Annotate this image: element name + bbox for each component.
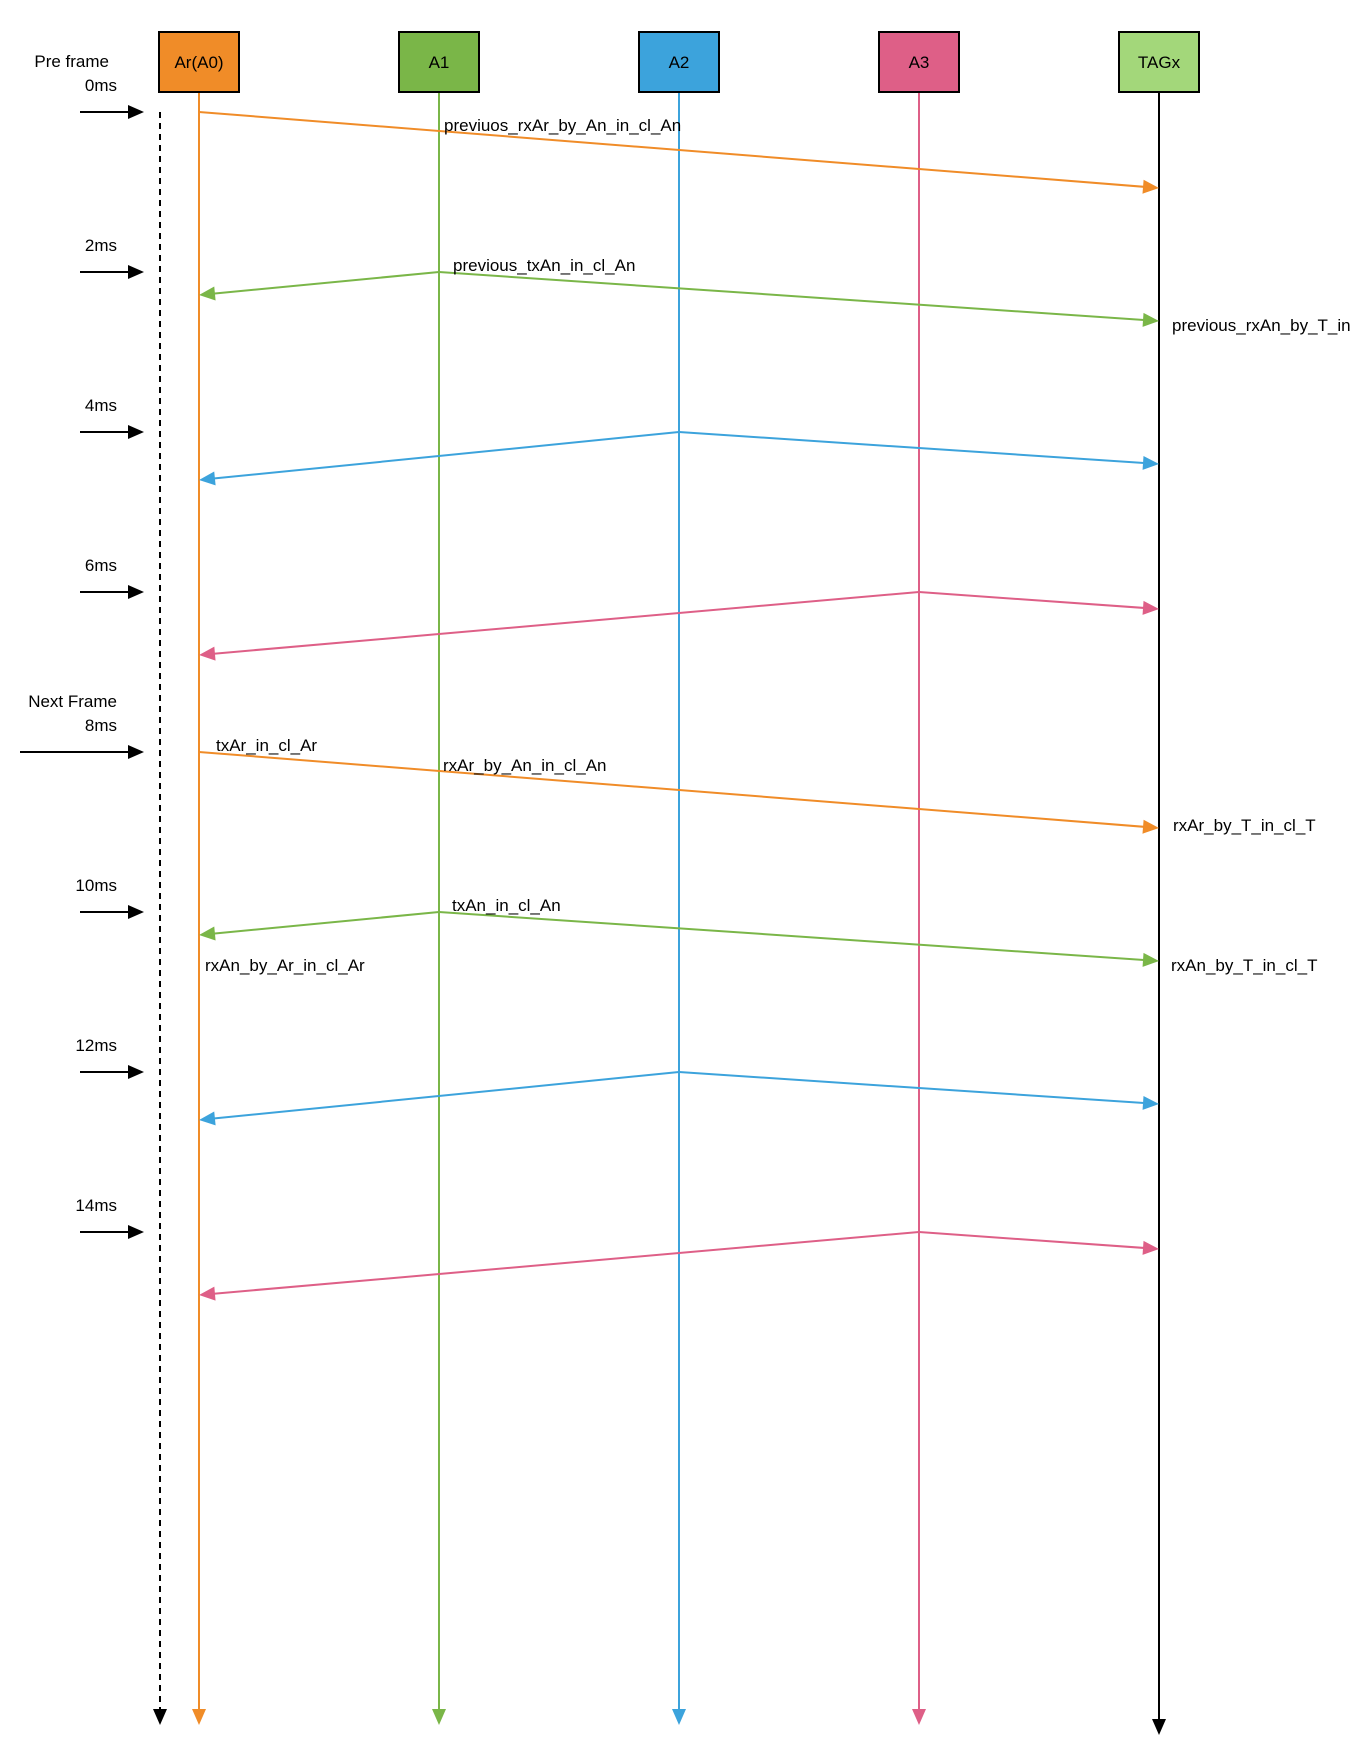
label-previous-rx-tag: previous_rxAn_by_T_in	[1172, 316, 1351, 335]
tick-arrow-head-2ms	[128, 265, 144, 279]
lifeline-end-arrow-a1	[432, 1709, 446, 1725]
message-arrow-head-10ms-a1-to-tag	[1142, 952, 1159, 967]
message-12ms-a2-to-ar	[210, 1071, 680, 1120]
message-arrow-head-0ms-ar-to-tag	[1142, 179, 1159, 194]
lifelines	[192, 92, 1166, 1735]
tick-arrow-head-14ms	[128, 1225, 144, 1239]
tick-label-8ms: 8ms	[85, 716, 117, 735]
tick-label-14ms: 14ms	[75, 1196, 117, 1215]
tick-arrow-head-12ms	[128, 1065, 144, 1079]
frame-label-8ms: Next Frame	[28, 692, 117, 711]
message-0ms-ar-to-tag	[198, 111, 1148, 189]
message-6ms-a3-to-tag	[918, 591, 1148, 610]
frame-label-0ms: Pre frame	[34, 52, 109, 71]
tick-arrow-head-4ms	[128, 425, 144, 439]
tick-label-12ms: 12ms	[75, 1036, 117, 1055]
message-14ms-a3-to-ar	[210, 1231, 920, 1295]
participant-box-a3	[878, 31, 960, 93]
message-arrow-head-10ms-a1-to-ar	[199, 926, 216, 941]
participant-boxes: Ar(A0) A1 A2 A3 TAGx	[158, 31, 1200, 93]
message-arrow-head-6ms-a3-to-ar	[199, 646, 216, 661]
participant-label-a2: A2	[669, 53, 690, 72]
messages	[198, 111, 1159, 1301]
message-labels: previuos_rxAr_by_An_in_cl_An previous_tx…	[205, 116, 1351, 975]
message-arrow-head-14ms-a3-to-tag	[1142, 1240, 1159, 1255]
participant-label-tag: TAGx	[1138, 53, 1181, 72]
participant-box-a2	[638, 31, 720, 93]
message-2ms-a1-to-tag	[438, 271, 1148, 322]
message-arrow-head-8ms-ar-to-tag	[1142, 819, 1159, 834]
tick-arrow-head-6ms	[128, 585, 144, 599]
participant-box-ar	[158, 31, 240, 93]
lifeline-end-arrow-a2	[672, 1709, 686, 1725]
message-10ms-a1-to-tag	[438, 911, 1148, 962]
message-arrow-head-4ms-a2-to-tag	[1142, 455, 1159, 470]
label-tx-ar: txAr_in_cl_Ar	[216, 736, 317, 755]
participant-label-ar: Ar(A0)	[174, 53, 223, 72]
message-arrow-head-12ms-a2-to-ar	[199, 1111, 216, 1126]
message-14ms-a3-to-tag	[918, 1231, 1148, 1250]
lifeline-end-arrow-tag	[1152, 1719, 1166, 1735]
tick-label-0ms: 0ms	[85, 76, 117, 95]
tick-label-6ms: 6ms	[85, 556, 117, 575]
message-arrow-head-14ms-a3-to-ar	[199, 1286, 216, 1301]
lifeline-end-arrow-ar	[192, 1709, 206, 1725]
tick-arrow-head-0ms	[128, 105, 144, 119]
label-tx-an: txAn_in_cl_An	[452, 896, 561, 915]
tick-arrow-head-10ms	[128, 905, 144, 919]
label-rx-ar-by-t: rxAr_by_T_in_cl_T	[1173, 816, 1316, 835]
tick-label-10ms: 10ms	[75, 876, 117, 895]
label-previuos-rx: previuos_rxAr_by_An_in_cl_An	[444, 116, 681, 135]
timeline-end-arrow	[153, 1709, 167, 1725]
participant-label-a3: A3	[909, 53, 930, 72]
message-2ms-a1-to-ar	[210, 271, 440, 295]
tick-arrow-head-8ms	[128, 745, 144, 759]
tick-label-4ms: 4ms	[85, 396, 117, 415]
participant-box-tag	[1118, 31, 1200, 93]
message-4ms-a2-to-ar	[210, 431, 680, 480]
label-rx-an-by-t: rxAn_by_T_in_cl_T	[1171, 956, 1317, 975]
message-8ms-ar-to-tag	[198, 751, 1148, 829]
message-arrow-head-6ms-a3-to-tag	[1142, 600, 1159, 615]
message-arrow-head-2ms-a1-to-ar	[199, 286, 216, 301]
timeline-axis: 0ms Pre frame 2ms 4ms 6ms 8ms Next Frame 10ms 12…	[20, 52, 167, 1725]
label-previous-tx: previous_txAn_in_cl_An	[453, 256, 635, 275]
message-12ms-a2-to-tag	[678, 1071, 1148, 1105]
message-arrow-head-12ms-a2-to-tag	[1142, 1095, 1159, 1110]
tick-label-2ms: 2ms	[85, 236, 117, 255]
message-arrow-head-2ms-a1-to-tag	[1142, 312, 1159, 327]
message-arrow-head-4ms-a2-to-ar	[199, 471, 216, 486]
label-rx-ar-by-an: rxAr_by_An_in_cl_An	[443, 756, 606, 775]
participant-label-a1: A1	[429, 53, 450, 72]
message-10ms-a1-to-ar	[210, 911, 440, 935]
participant-box-a1	[398, 31, 480, 93]
label-rx-an-by-ar: rxAn_by_Ar_in_cl_Ar	[205, 956, 365, 975]
lifeline-end-arrow-a3	[912, 1709, 926, 1725]
message-4ms-a2-to-tag	[678, 431, 1148, 465]
message-6ms-a3-to-ar	[210, 591, 920, 655]
